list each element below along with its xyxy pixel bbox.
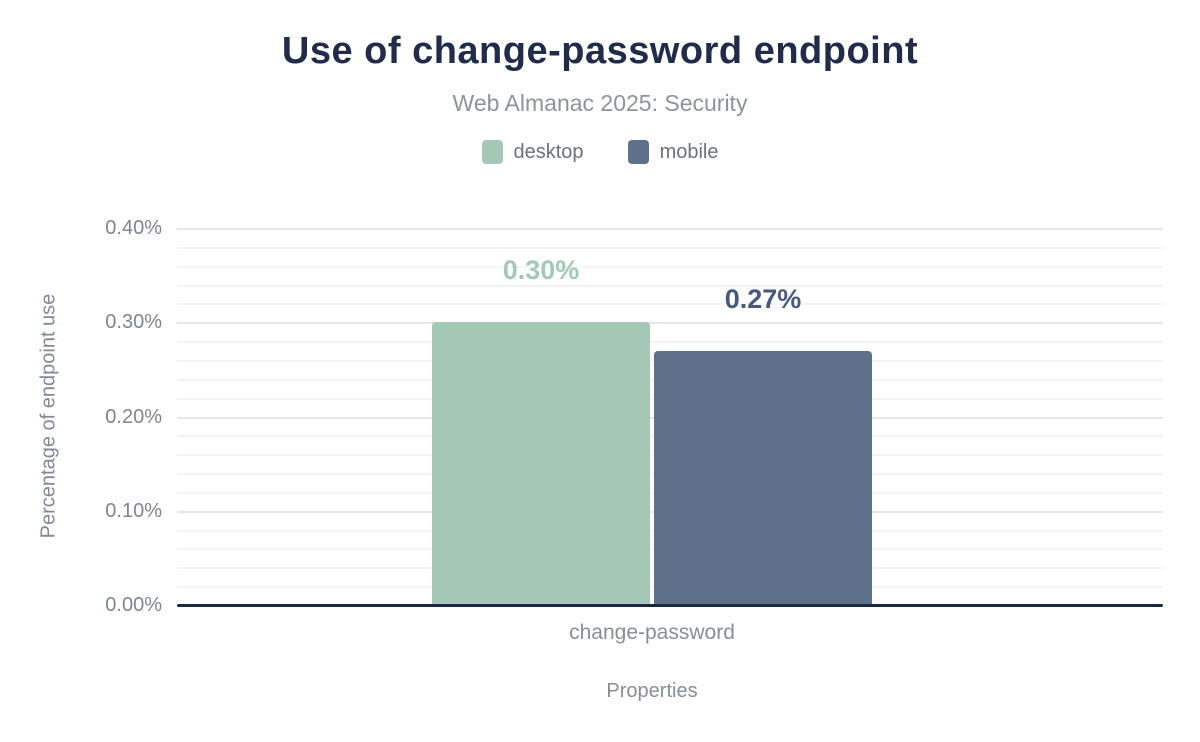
data-label-desktop: 0.30% [502, 255, 580, 286]
y-tick-label: 0.40% [105, 217, 162, 239]
chart-subtitle: Web Almanac 2025: Security [452, 90, 748, 116]
data-label-mobile: 0.27% [724, 283, 802, 314]
bar-mobile[interactable] [654, 350, 872, 605]
y-tick-label: 0.20% [105, 405, 162, 428]
desktop-swatch-icon [481, 140, 503, 164]
legend: desktop mobile [0, 140, 1200, 164]
bar-desktop[interactable] [432, 322, 650, 605]
legend-item-desktop[interactable]: desktop [481, 140, 584, 164]
minor-gridline [177, 341, 1163, 344]
minor-gridline [177, 303, 1163, 306]
chart-title: Use of change-password endpoint [281, 30, 919, 72]
x-axis-baseline [177, 604, 1163, 607]
x-tick-label: change-password [569, 621, 735, 644]
minor-gridline [177, 265, 1163, 268]
y-tick-label: 0.30% [105, 311, 162, 334]
y-tick-label: 0.10% [105, 499, 162, 522]
y-tick-label: 0.00% [105, 594, 162, 616]
minor-gridline [177, 284, 1163, 287]
legend-label-mobile: mobile [659, 140, 719, 163]
minor-gridline [177, 246, 1163, 249]
mobile-swatch-icon [627, 140, 649, 164]
major-gridline [177, 228, 1163, 230]
x-axis-title: Properties [606, 680, 698, 702]
legend-label-desktop: desktop [513, 140, 584, 163]
major-gridline [177, 322, 1163, 325]
legend-item-mobile[interactable]: mobile [627, 140, 719, 164]
plot-area: 0.00% 0.10% 0.20% 0.30% 0.40% 0.30% 0.27% [105, 217, 1163, 616]
